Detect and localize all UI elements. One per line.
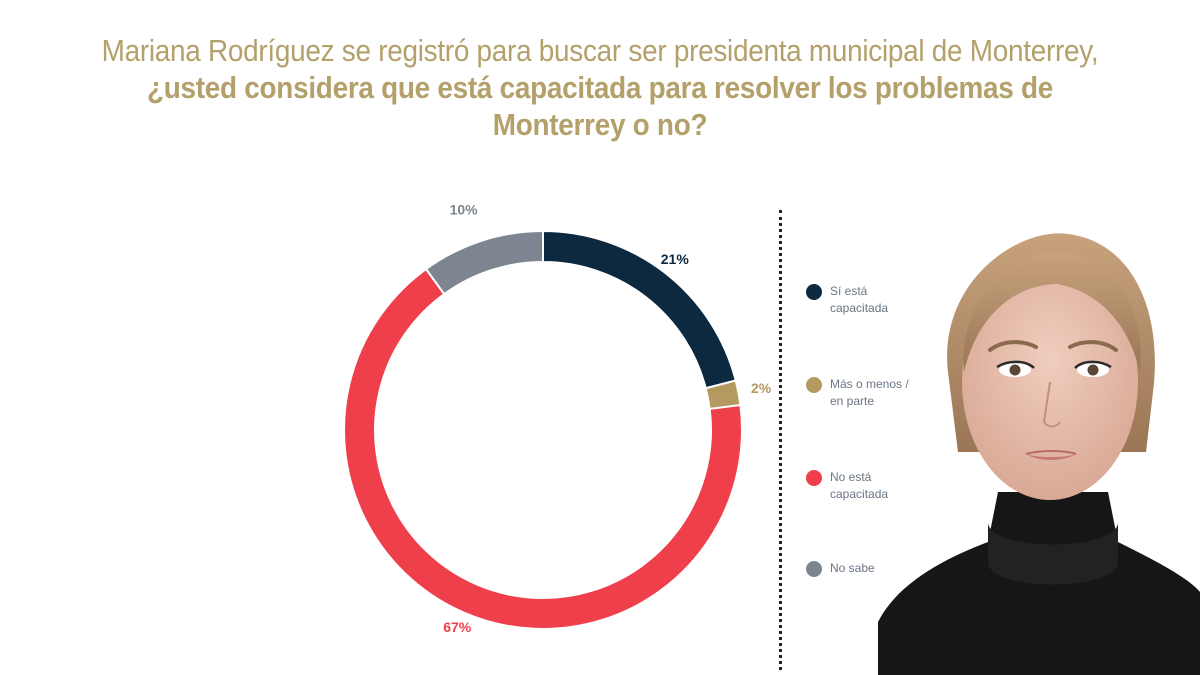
chart-title-normal: Mariana Rodríguez se registró para busca… bbox=[101, 33, 1099, 68]
chart-title-bold: ¿usted considera que está capacitada par… bbox=[146, 70, 1054, 142]
data-label-no-sabe: 10% bbox=[450, 201, 479, 217]
legend-swatch-mas-o-menos bbox=[806, 377, 822, 393]
legend-swatch-no-sabe bbox=[806, 561, 822, 577]
donut-slice-no-sabe bbox=[424, 229, 544, 296]
legend-swatch-si bbox=[806, 284, 822, 300]
data-label-mas-o-menos: 2% bbox=[751, 380, 772, 396]
legend-label-mas-o-menos: Más o menos / en parte bbox=[830, 377, 909, 408]
dotted-divider bbox=[779, 210, 782, 670]
candidate-photo-illustration bbox=[878, 233, 1200, 675]
candidate-photo bbox=[878, 222, 1200, 675]
legend-label-no-sabe: No sabe bbox=[830, 561, 875, 575]
donut-chart: 21% 2% 67% 10% bbox=[343, 201, 772, 635]
legend-label-no: No está capacitada bbox=[830, 470, 889, 501]
donut-slice-no bbox=[343, 267, 743, 630]
legend-label-si: Sí está capacitada bbox=[830, 284, 889, 315]
legend-item-no: No está capacitada bbox=[806, 469, 910, 503]
data-label-si: 21% bbox=[661, 251, 690, 267]
chart-title: Mariana Rodríguez se registró para busca… bbox=[96, 32, 1104, 143]
legend-item-no-sabe: No sabe bbox=[806, 560, 910, 577]
legend-item-si: Sí está capacitada bbox=[806, 283, 910, 317]
donut-slice-si bbox=[542, 229, 737, 390]
data-label-no: 67% bbox=[443, 619, 472, 635]
legend-swatch-no bbox=[806, 470, 822, 486]
legend-item-mas-o-menos: Más o menos / en parte bbox=[806, 376, 910, 410]
